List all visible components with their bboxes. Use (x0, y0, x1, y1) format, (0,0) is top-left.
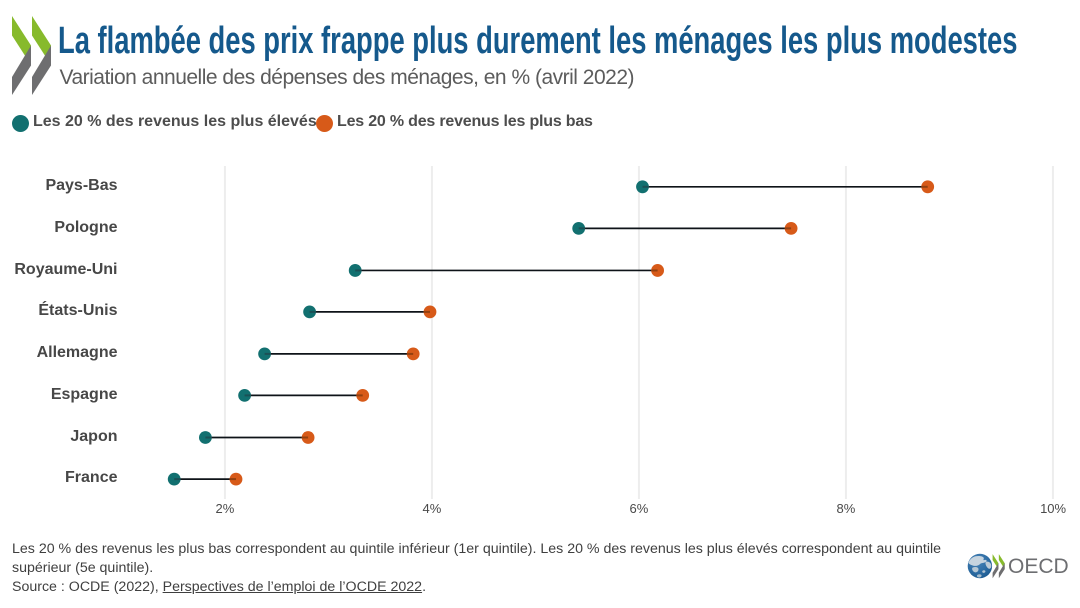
svg-text:OECD: OECD (1008, 555, 1069, 578)
